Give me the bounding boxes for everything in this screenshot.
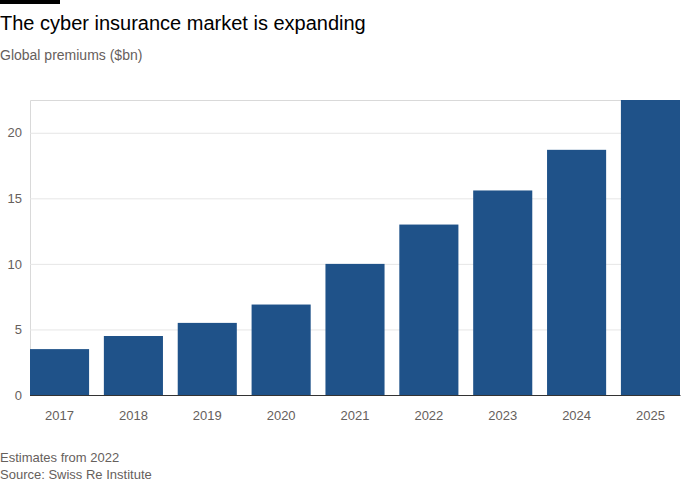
y-tick-label: 10 (8, 257, 22, 272)
y-axis: 0 5 10 15 20 (8, 101, 680, 403)
y-tick-label: 5 (15, 322, 22, 337)
x-tick-label: 2025 (636, 408, 665, 423)
bar (252, 305, 311, 395)
brand-bar (0, 0, 60, 4)
x-axis: 2017 2018 2019 2020 2021 2022 2023 2024 2025 (31, 395, 681, 423)
bar (547, 150, 606, 395)
y-tick: 20 (8, 125, 680, 140)
x-tick-label: 2021 (341, 408, 370, 423)
x-tick-label: 2020 (267, 408, 296, 423)
y-axis-line (31, 101, 681, 396)
x-tick: 2019 (193, 395, 222, 423)
x-tick: 2022 (414, 395, 443, 423)
bar (30, 349, 89, 395)
bar (473, 190, 532, 395)
source: Source: Swiss Re Institute (0, 467, 152, 482)
x-tick-label: 2024 (562, 408, 591, 423)
title: The cyber insurance market is expanding (0, 12, 366, 34)
x-tick-label: 2023 (488, 408, 517, 423)
grid-line (30, 395, 680, 396)
x-tick: 2024 (562, 395, 591, 423)
grid-line (30, 133, 680, 134)
bar (325, 264, 384, 395)
x-tick: 2021 (341, 395, 370, 423)
bar (399, 225, 458, 395)
x-tick-label: 2019 (193, 408, 222, 423)
x-axis-line (31, 395, 681, 396)
x-tick: 2017 (45, 395, 74, 423)
y-tick-label: 0 (15, 388, 22, 403)
y-tick-label: 20 (8, 125, 22, 140)
x-tick: 2020 (267, 395, 296, 423)
x-tick: 2025 (636, 395, 665, 423)
x-tick: 2023 (488, 395, 517, 423)
bars (30, 100, 680, 395)
bar (178, 323, 237, 395)
x-tick: 2018 (119, 395, 148, 423)
x-tick-label: 2022 (414, 408, 443, 423)
note: Estimates from 2022 (0, 450, 119, 465)
bar (621, 100, 680, 395)
x-tick-label: 2017 (45, 408, 74, 423)
x-tick-label: 2018 (119, 408, 148, 423)
y-tick-label: 15 (8, 191, 22, 206)
bar (104, 336, 163, 395)
chart: The cyber insurance market is expanding G… (0, 0, 700, 500)
plot: 0 5 10 15 20 2017 2018 2019 2020 2021 2022 2023 2024… (8, 100, 681, 423)
subtitle: Global premiums ($bn) (0, 47, 142, 63)
